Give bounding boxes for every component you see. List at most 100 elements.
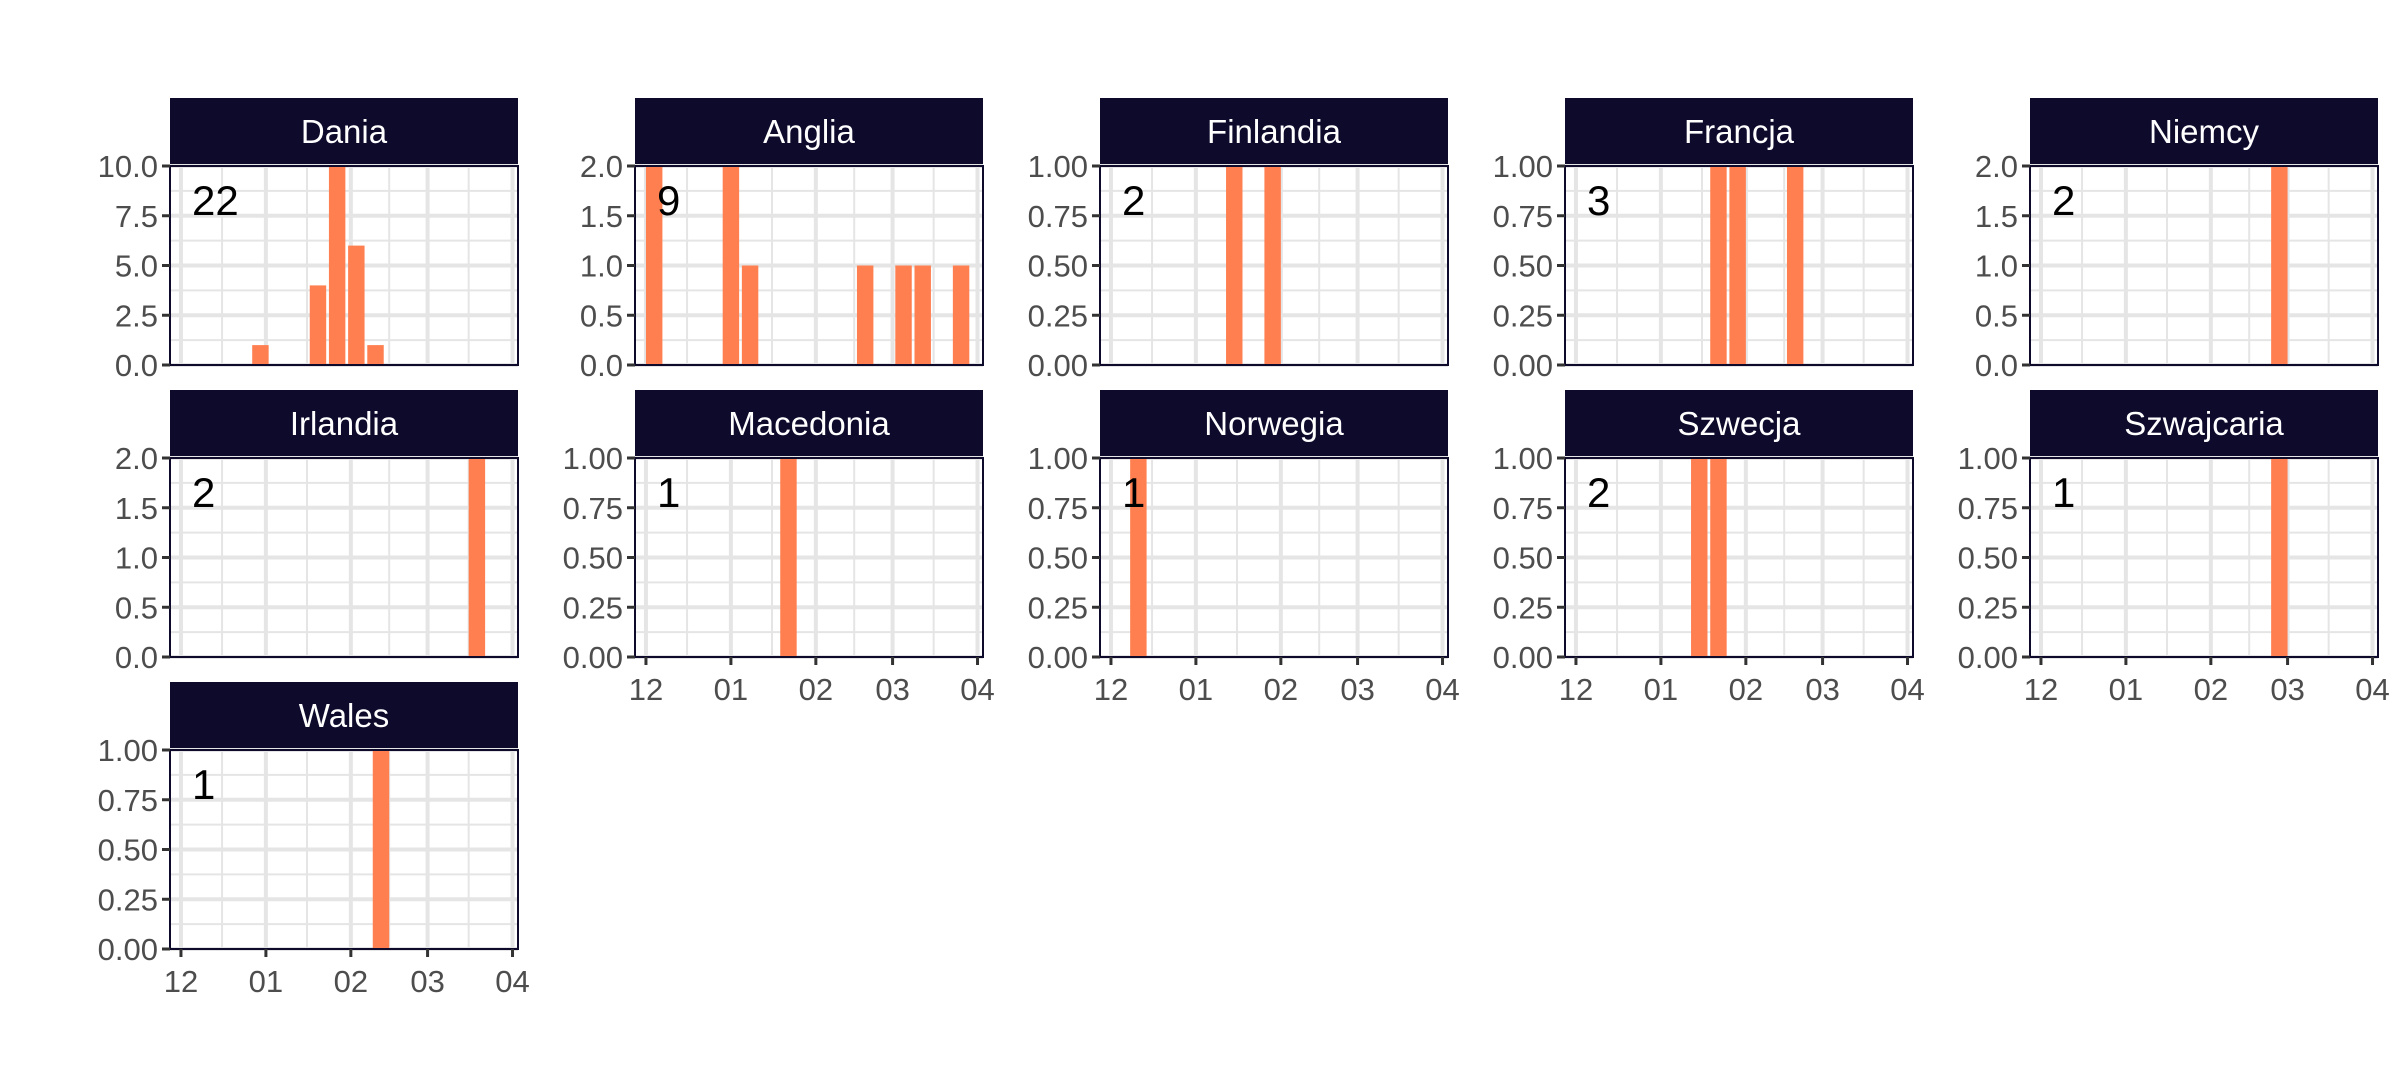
y-tick-label: 10.0	[98, 149, 158, 184]
bar	[367, 345, 384, 365]
y-tick-label: 0.25	[563, 590, 623, 625]
y-tick-label: 0.00	[563, 640, 623, 675]
bar	[741, 265, 759, 365]
facet-panel-finlandia: Finlandia 0.00 0.25 0.50 0.75 1.00 2	[1028, 98, 1449, 383]
y-tick-label: 0.75	[98, 783, 158, 818]
y-tick-label: 0.00	[1028, 640, 1088, 675]
y-tick-label: 0.5	[1975, 298, 2018, 333]
facet-strip	[170, 682, 518, 748]
bar	[645, 166, 663, 365]
bar	[1786, 166, 1804, 365]
bar	[780, 458, 797, 657]
y-tick-label: 0.75	[1958, 491, 2018, 526]
x-tick-label: 01	[2109, 672, 2143, 707]
bar	[252, 345, 269, 365]
facet-panel-francja: Francja 0.00 0.25 0.50 0.75 1.00 3	[1493, 98, 1914, 383]
y-tick-label: 2.0	[580, 149, 623, 184]
bar	[1691, 458, 1708, 657]
bar	[1264, 166, 1281, 365]
y-tick-label: 5.0	[115, 249, 158, 284]
y-tick-label: 0.25	[98, 882, 158, 917]
facet-strip-label: Norwegia	[1204, 405, 1344, 442]
y-tick-label: 1.0	[580, 249, 623, 284]
y-tick-label: 7.5	[115, 199, 158, 234]
facet-panel-dania: Dania 0.0 2.5 5.0 7.5 10.0 22	[98, 98, 519, 383]
bar	[1226, 166, 1243, 365]
y-tick-label: 0.0	[1975, 348, 2018, 383]
y-tick-label: 0.25	[1958, 590, 2018, 625]
x-tick-label: 01	[249, 964, 283, 999]
y-tick-label: 1.00	[1028, 149, 1088, 184]
panel-count-label: 3	[1587, 177, 1610, 224]
x-tick-label: 03	[1340, 672, 1374, 707]
y-tick-label: 0.0	[115, 348, 158, 383]
facet-strip-label: Irlandia	[290, 405, 399, 442]
facet-strip	[1100, 98, 1448, 164]
y-tick-label: 2.5	[115, 298, 158, 333]
facet-strip-label: Niemcy	[2149, 113, 2260, 150]
bar	[895, 265, 912, 365]
bar	[2271, 166, 2288, 365]
facet-strip-label: Dania	[301, 113, 388, 150]
y-tick-label: 1.00	[1958, 441, 2018, 476]
y-tick-label: 0.50	[1028, 249, 1088, 284]
y-tick-label: 0.75	[1493, 199, 1553, 234]
y-tick-label: 0.50	[1493, 541, 1553, 576]
facet-panel-niemcy: Niemcy 0.0 0.5 1.0 1.5 2.0 2	[1975, 98, 2379, 383]
panel-count-label: 2	[2052, 177, 2075, 224]
x-tick-label: 02	[1264, 672, 1298, 707]
y-tick-label: 1.00	[1493, 149, 1553, 184]
y-tick-label: 0.75	[1493, 491, 1553, 526]
y-tick-label: 0.00	[1958, 640, 2018, 675]
facet-strip-label: Szwecja	[1678, 405, 1802, 442]
x-tick-label: 04	[2355, 672, 2389, 707]
y-tick-label: 0.25	[1493, 590, 1553, 625]
bar	[372, 750, 390, 949]
bar	[952, 265, 970, 365]
y-tick-label: 0.00	[1028, 348, 1088, 383]
y-tick-label: 2.0	[1975, 149, 2018, 184]
facet-strip-label: Szwajcaria	[2124, 405, 2284, 442]
bar	[722, 166, 740, 365]
x-tick-label: 01	[714, 672, 748, 707]
bar	[1130, 458, 1147, 657]
bar	[1710, 458, 1727, 657]
y-tick-label: 1.0	[1975, 249, 2018, 284]
x-tick-label: 12	[1559, 672, 1593, 707]
facet-panel-norwegia: Norwegia 0.00 0.25 0.50 0.75 1.00 12 01 02 03 04 1	[1028, 390, 1460, 707]
facet-panel-anglia: Anglia 0.0 0.5 1.0 1.5 2.0 9	[580, 98, 984, 383]
y-tick-label: 0.50	[98, 833, 158, 868]
bar	[1729, 166, 1746, 365]
y-tick-label: 1.00	[1493, 441, 1553, 476]
y-tick-label: 0.75	[563, 491, 623, 526]
y-tick-label: 0.5	[115, 590, 158, 625]
y-tick-label: 0.25	[1493, 298, 1553, 333]
x-tick-label: 03	[2270, 672, 2304, 707]
y-tick-label: 0.50	[1028, 541, 1088, 576]
facet-strip	[635, 98, 983, 164]
x-tick-label: 04	[1890, 672, 1924, 707]
panel-count-label: 1	[192, 761, 215, 808]
x-tick-label: 12	[2024, 672, 2058, 707]
y-tick-label: 1.5	[1975, 199, 2018, 234]
x-tick-label: 01	[1179, 672, 1213, 707]
facet-panel-wales: Wales 0.00 0.25 0.50 0.75 1.00 12 01 02 03 04 1	[98, 682, 530, 999]
facet-panel-szwecja: Szwecja 0.00 0.25 0.50 0.75 1.00 12 01 02 03 04 2	[1493, 390, 1925, 707]
facet-panel-irlandia: Irlandia 0.0 0.5 1.0 1.5 2.0 2	[115, 390, 519, 675]
x-tick-label: 02	[799, 672, 833, 707]
bar	[1710, 166, 1727, 365]
facet-strip	[2030, 98, 2378, 164]
facet-strip-label: Finlandia	[1207, 113, 1342, 150]
x-tick-label: 04	[495, 964, 529, 999]
facet-strip	[2030, 390, 2378, 456]
x-tick-label: 03	[875, 672, 909, 707]
panel-count-label: 2	[192, 469, 215, 516]
y-tick-label: 0.25	[1028, 298, 1088, 333]
y-tick-label: 0.00	[98, 932, 158, 967]
y-tick-label: 0.50	[563, 541, 623, 576]
x-tick-label: 04	[960, 672, 994, 707]
panel-count-label: 1	[657, 469, 680, 516]
y-tick-label: 0.75	[1028, 199, 1088, 234]
x-tick-label: 02	[2194, 672, 2228, 707]
